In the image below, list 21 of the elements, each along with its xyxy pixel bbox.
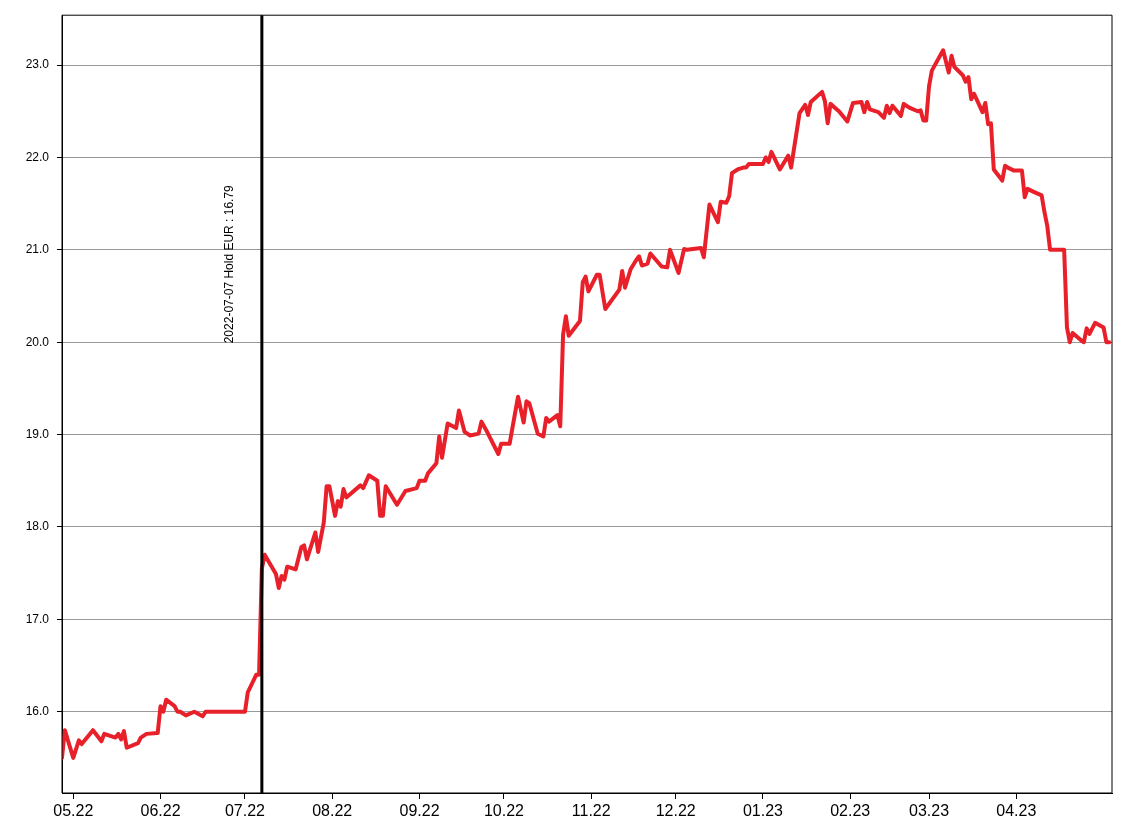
x-tick-label: 11.22	[571, 802, 611, 820]
x-tick-label: 01.23	[742, 802, 784, 820]
x-tick-label: 12.22	[655, 802, 696, 820]
y-tick-label: 17.0	[25, 611, 50, 626]
x-tick-label: 02.23	[830, 802, 871, 820]
y-tick-label: 16.0	[25, 704, 50, 719]
ref-line-label: 2022-07-07 Hold EUR : 16.79	[222, 184, 237, 344]
x-tick-label: 06.22	[140, 802, 181, 820]
y-tick-label: 20.0	[25, 334, 50, 349]
x-tick-label: 03.23	[909, 802, 950, 820]
x-tick-label: 09.22	[399, 802, 440, 820]
y-tick-label: 21.0	[25, 242, 50, 257]
y-tick-label: 23.0	[25, 57, 50, 72]
y-tick-label: 18.0	[25, 519, 50, 534]
x-tick-label: 10.22	[483, 802, 525, 820]
x-tick-label: 05.22	[53, 802, 94, 820]
x-tick-label: 08.22	[312, 802, 353, 820]
y-tick-label: 22.0	[25, 149, 50, 164]
x-tick-label: 07.22	[224, 802, 266, 820]
x-tick-label: 04.23	[996, 802, 1037, 820]
y-tick-label: 19.0	[25, 426, 50, 441]
